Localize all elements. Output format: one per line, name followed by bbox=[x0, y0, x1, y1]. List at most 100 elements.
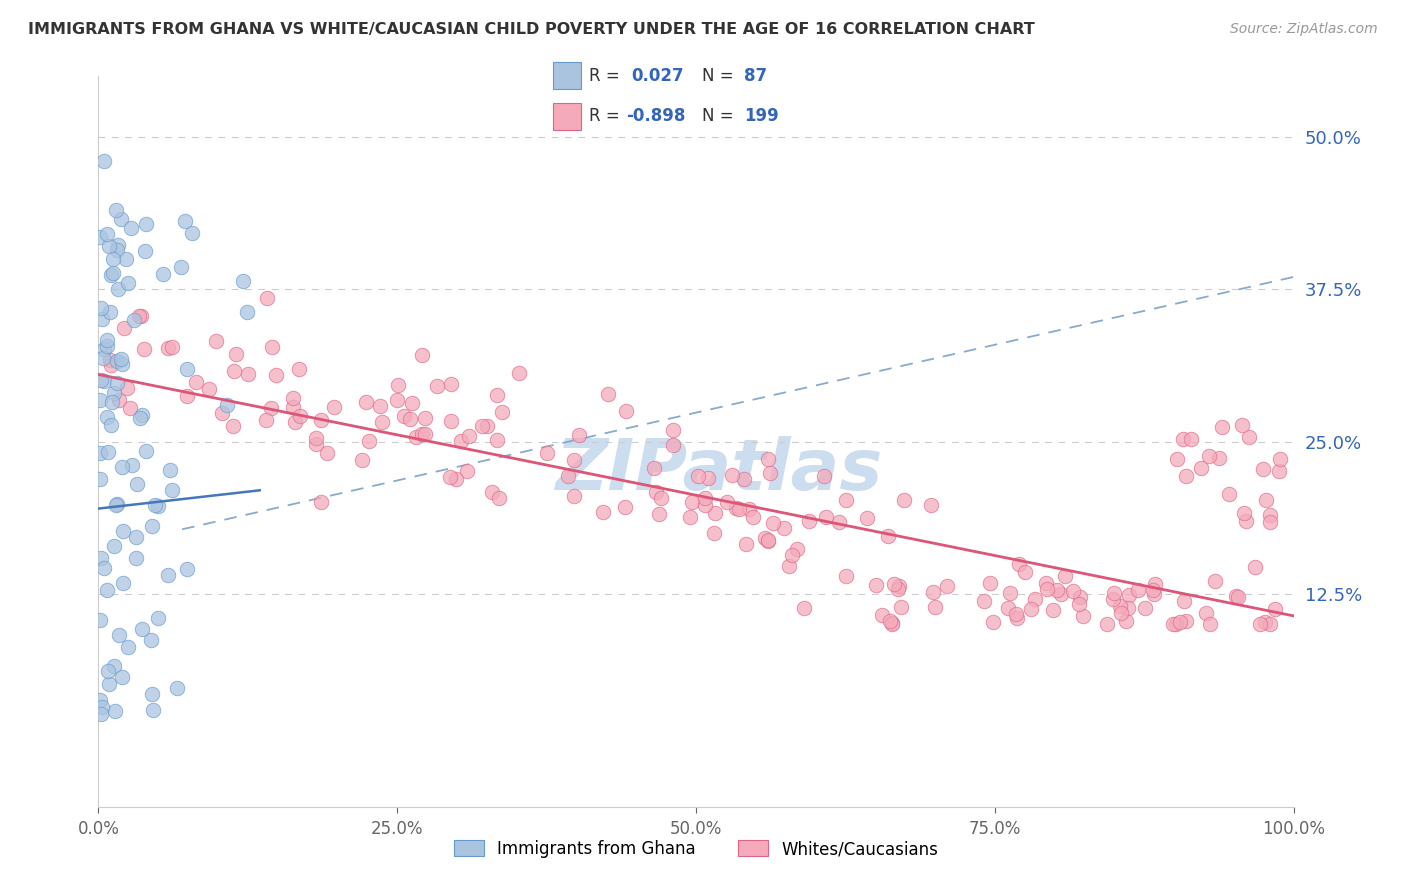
Point bbox=[107, 237, 129, 252]
Point bbox=[105, 376, 128, 390]
Point bbox=[1035, 576, 1057, 591]
Point bbox=[1042, 603, 1064, 617]
Text: 199: 199 bbox=[744, 107, 779, 125]
Point bbox=[756, 533, 779, 547]
Point bbox=[156, 568, 179, 582]
Point bbox=[1174, 468, 1197, 483]
Point bbox=[870, 607, 893, 622]
Point bbox=[835, 568, 858, 582]
Point bbox=[703, 526, 725, 541]
Point bbox=[232, 274, 254, 288]
Point bbox=[648, 507, 671, 521]
Point bbox=[305, 437, 328, 451]
Point bbox=[90, 373, 112, 387]
Point bbox=[262, 340, 284, 354]
Point bbox=[352, 453, 374, 467]
Point bbox=[446, 472, 468, 486]
Point bbox=[856, 511, 879, 525]
Point bbox=[125, 530, 148, 544]
Point bbox=[148, 610, 170, 624]
Point bbox=[1007, 611, 1029, 625]
Point bbox=[204, 334, 226, 348]
Point bbox=[716, 495, 738, 509]
Point bbox=[1062, 584, 1084, 599]
Point bbox=[96, 227, 118, 242]
Point bbox=[1256, 493, 1278, 508]
Point bbox=[91, 699, 114, 714]
Point bbox=[103, 386, 125, 401]
Point bbox=[91, 351, 114, 366]
Point bbox=[813, 468, 835, 483]
Point bbox=[1109, 607, 1132, 621]
Point bbox=[1053, 568, 1076, 582]
Point bbox=[359, 434, 381, 448]
Point bbox=[222, 419, 245, 434]
Point bbox=[797, 514, 820, 528]
Point bbox=[644, 485, 666, 500]
Point bbox=[413, 426, 436, 441]
Point bbox=[662, 438, 685, 452]
Point bbox=[1195, 606, 1218, 620]
Point bbox=[141, 519, 163, 533]
Point bbox=[1166, 451, 1188, 466]
Point bbox=[385, 392, 408, 407]
Point bbox=[96, 410, 118, 425]
Point bbox=[703, 506, 725, 520]
Point bbox=[1046, 582, 1069, 597]
Point bbox=[284, 415, 307, 429]
Point bbox=[108, 628, 131, 642]
Point bbox=[1019, 602, 1042, 616]
Point bbox=[997, 600, 1019, 615]
Point bbox=[309, 494, 332, 508]
Point bbox=[1143, 577, 1166, 591]
Point bbox=[1095, 617, 1118, 632]
Point bbox=[614, 403, 637, 417]
Point bbox=[883, 576, 905, 591]
Point bbox=[125, 551, 148, 566]
Point bbox=[398, 412, 420, 426]
Point bbox=[486, 433, 509, 447]
Point bbox=[735, 537, 758, 551]
Point bbox=[166, 681, 188, 695]
Point bbox=[254, 413, 277, 427]
Point bbox=[152, 267, 174, 281]
Point bbox=[180, 226, 202, 240]
Point bbox=[128, 411, 150, 425]
Point bbox=[266, 368, 288, 383]
Point bbox=[973, 594, 995, 608]
Point bbox=[96, 333, 118, 347]
Point bbox=[1118, 588, 1140, 602]
Point bbox=[93, 561, 115, 575]
Point bbox=[392, 409, 415, 423]
Point bbox=[679, 509, 702, 524]
Point bbox=[720, 467, 742, 482]
Point bbox=[877, 528, 900, 542]
Point bbox=[100, 417, 122, 432]
Point bbox=[793, 601, 815, 615]
Point bbox=[96, 582, 118, 597]
Point bbox=[1234, 514, 1257, 528]
Point bbox=[681, 494, 703, 508]
Point bbox=[143, 498, 166, 512]
Point bbox=[135, 444, 157, 458]
Point bbox=[256, 291, 278, 305]
Point bbox=[371, 415, 394, 429]
Point bbox=[562, 453, 585, 467]
Point bbox=[186, 376, 208, 390]
Point bbox=[1264, 602, 1286, 616]
Point bbox=[662, 423, 685, 437]
Point bbox=[695, 491, 717, 505]
Point bbox=[1254, 615, 1277, 629]
Point bbox=[124, 312, 146, 326]
Point bbox=[110, 357, 132, 371]
Point bbox=[562, 489, 585, 503]
Point bbox=[440, 414, 463, 428]
Point bbox=[125, 477, 148, 491]
Point bbox=[686, 468, 709, 483]
Bar bbox=[553, 62, 581, 89]
Point bbox=[1133, 601, 1156, 615]
Point bbox=[110, 351, 132, 366]
Point bbox=[103, 539, 125, 553]
Point bbox=[115, 381, 138, 395]
Point bbox=[756, 533, 779, 548]
